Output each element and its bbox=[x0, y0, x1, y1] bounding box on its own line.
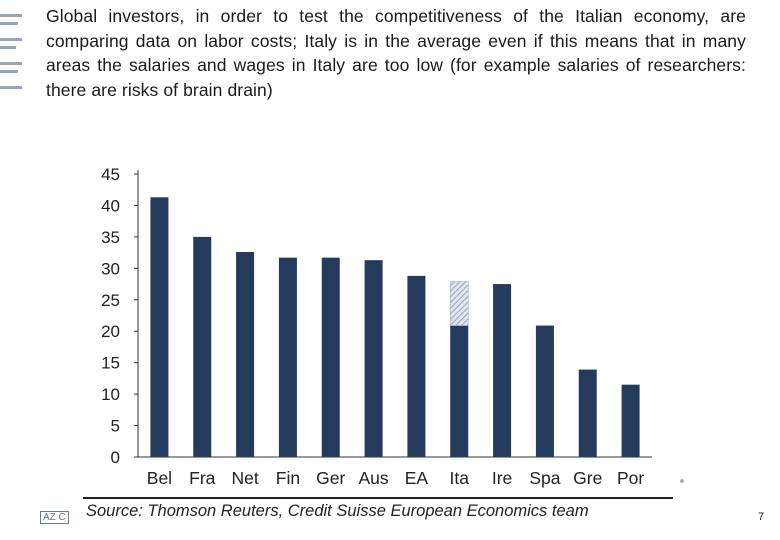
source-citation: Source: Thomson Reuters, Credit Suisse E… bbox=[86, 502, 589, 520]
y-tick-label: 25 bbox=[101, 291, 120, 310]
y-tick-label: 15 bbox=[101, 354, 120, 373]
y-tick-label: 30 bbox=[101, 259, 120, 278]
bar-net bbox=[236, 251, 255, 457]
x-tick-label-aus: Aus bbox=[359, 468, 389, 488]
bar-ea bbox=[407, 275, 426, 457]
bar-por bbox=[621, 384, 640, 457]
bar-spa bbox=[535, 325, 554, 457]
x-tick-label-ea: EA bbox=[405, 468, 429, 488]
bar-fra bbox=[193, 236, 212, 457]
y-tick-label: 20 bbox=[101, 322, 120, 341]
x-tick-label-bel: Bel bbox=[147, 468, 172, 488]
y-tick-label: 40 bbox=[101, 196, 120, 215]
x-tick-label-ger: Ger bbox=[316, 468, 345, 488]
bar-ita-hatched-segment bbox=[449, 281, 469, 326]
bar-ire bbox=[493, 284, 512, 457]
x-tick-label-ita: Ita bbox=[450, 468, 470, 488]
intro-paragraph: Global investors, in order to test the c… bbox=[46, 6, 746, 100]
x-tick-label-gre: Gre bbox=[573, 468, 602, 488]
left-decorative-stripes bbox=[0, 0, 22, 110]
page-number: 7 bbox=[758, 511, 765, 523]
bar-ger bbox=[321, 257, 340, 457]
y-tick-label: 0 bbox=[111, 448, 120, 467]
x-tick-label-por: Por bbox=[617, 468, 644, 488]
bar-aus bbox=[364, 260, 383, 457]
bar-bel bbox=[150, 197, 169, 457]
bar-fin bbox=[278, 257, 297, 457]
footer-logo: AZ C bbox=[32, 511, 69, 524]
footer-logo-text: AZ C bbox=[40, 511, 69, 524]
x-tick-label-fin: Fin bbox=[276, 468, 300, 488]
y-tick-label: 45 bbox=[101, 165, 120, 184]
y-tick-label: 35 bbox=[101, 228, 120, 247]
x-tick-label-fra: Fra bbox=[189, 468, 216, 488]
y-tick-label: 5 bbox=[111, 417, 120, 436]
bar-ita bbox=[450, 325, 469, 457]
y-tick-label: 10 bbox=[101, 385, 120, 404]
decorative-dot bbox=[680, 479, 684, 483]
x-tick-label-ire: Ire bbox=[492, 468, 512, 488]
bar-gre bbox=[578, 369, 597, 457]
x-tick-label-net: Net bbox=[231, 468, 258, 488]
source-divider bbox=[83, 497, 673, 499]
x-tick-label-spa: Spa bbox=[529, 468, 560, 488]
